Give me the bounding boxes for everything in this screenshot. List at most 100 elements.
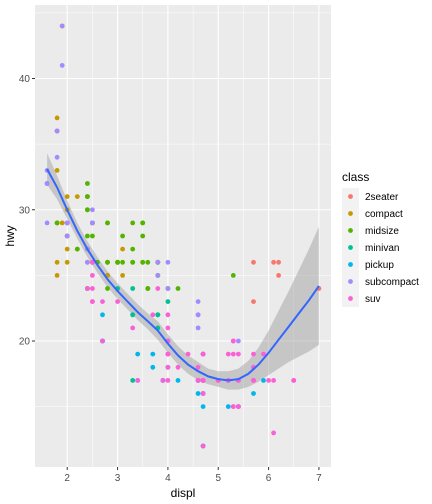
legend-label-subcompact: subcompact (365, 277, 419, 288)
point-pickup (225, 404, 231, 409)
point-midsize (90, 233, 95, 239)
point-suv (160, 378, 166, 383)
point-suv (175, 364, 181, 370)
y-tick-label: 40 (19, 74, 31, 85)
point-suv (230, 404, 236, 409)
data-points (44, 23, 322, 449)
point-pickup (261, 378, 266, 383)
point-compact (54, 259, 60, 265)
point-midsize (145, 286, 151, 291)
legend-label-suv: suv (365, 294, 381, 305)
point-subcompact (59, 63, 65, 68)
point-compact (120, 273, 125, 278)
legend-key-2seater (348, 194, 353, 199)
point-minivan (130, 286, 136, 291)
point-midsize (120, 259, 125, 265)
point-midsize (140, 220, 146, 226)
point-subcompact (85, 259, 90, 265)
point-subcompact (44, 220, 50, 226)
point-midsize (140, 259, 146, 265)
point-suv (251, 351, 256, 357)
point-suv (90, 273, 95, 278)
point-suv (236, 351, 241, 357)
point-suv (230, 338, 236, 344)
point-pickup (100, 312, 105, 318)
point-midsize (140, 233, 146, 239)
point-pickup (175, 378, 181, 383)
point-suv (271, 378, 276, 383)
point-midsize (85, 207, 90, 213)
legend-label-pickup: pickup (365, 260, 394, 271)
x-tick-label: 7 (316, 473, 322, 484)
point-suv (251, 378, 256, 383)
point-midsize (130, 259, 136, 265)
point-midsize (105, 259, 110, 265)
legend-label-compact: compact (365, 209, 403, 220)
point-2seater (276, 259, 281, 265)
point-midsize (85, 194, 90, 200)
point-midsize (85, 181, 90, 186)
point-suv (200, 391, 206, 396)
point-subcompact (44, 181, 50, 186)
point-subcompact (165, 286, 171, 291)
point-pickup (195, 391, 201, 396)
point-subcompact (64, 220, 70, 226)
point-compact (120, 246, 125, 252)
point-subcompact (59, 23, 65, 29)
point-suv (195, 378, 201, 383)
point-midsize (230, 273, 236, 278)
legend-label-midsize: midsize (365, 226, 399, 237)
legend-key-minivan (348, 245, 353, 250)
point-subcompact (155, 273, 161, 278)
point-suv (261, 351, 266, 357)
legend-label-2seater: 2seater (365, 192, 399, 203)
point-pickup (150, 351, 156, 357)
point-suv (155, 286, 161, 291)
legend-key-suv (348, 296, 353, 301)
point-subcompact (64, 233, 70, 239)
point-suv (165, 312, 171, 318)
point-subcompact (90, 220, 95, 226)
point-subcompact (54, 154, 60, 160)
legend-key-midsize (348, 228, 353, 233)
legend-title: class (342, 170, 369, 184)
point-subcompact (54, 128, 60, 134)
point-suv (266, 378, 271, 383)
point-midsize (105, 220, 110, 226)
x-tick-label: 6 (266, 473, 272, 484)
point-suv (90, 259, 95, 265)
x-axis-title: displ (171, 486, 196, 500)
point-minivan (130, 378, 136, 383)
point-compact (64, 259, 70, 265)
point-compact (64, 246, 70, 252)
point-minivan (130, 312, 136, 318)
point-suv (165, 351, 171, 357)
point-subcompact (236, 338, 241, 344)
point-suv (100, 299, 105, 304)
point-midsize (85, 233, 90, 239)
point-midsize (130, 220, 136, 226)
smooth-curve (46, 168, 320, 382)
point-suv (90, 286, 95, 291)
point-minivan (165, 299, 171, 304)
point-suv (165, 325, 171, 331)
y-axis-ticks: 20 30 40 (19, 74, 35, 348)
point-suv (165, 378, 171, 383)
point-subcompact (90, 207, 95, 213)
point-compact (59, 220, 65, 226)
point-suv (230, 351, 236, 357)
point-compact (54, 115, 60, 121)
legend-key-pickup (348, 262, 353, 267)
point-midsize (120, 233, 125, 239)
x-tick-label: 3 (115, 473, 121, 484)
point-midsize (54, 220, 60, 226)
y-tick-label: 20 (19, 337, 31, 348)
point-pickup (200, 404, 206, 409)
point-midsize (105, 286, 110, 291)
point-suv (85, 286, 90, 291)
x-tick-label: 2 (64, 473, 70, 484)
legend-key-subcompact (348, 279, 353, 284)
smooth-line (46, 168, 320, 382)
point-suv (200, 378, 206, 383)
legend-label-minivan: minivan (365, 243, 399, 254)
